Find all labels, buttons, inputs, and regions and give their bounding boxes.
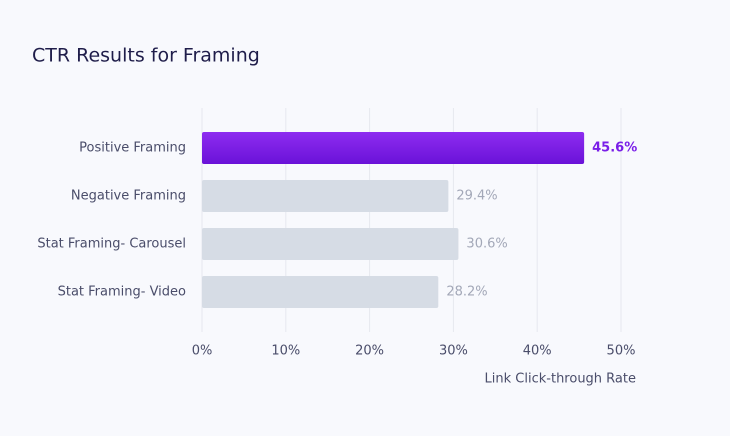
x-tick-label: 50% — [607, 344, 636, 359]
value-label: 45.6% — [592, 141, 637, 156]
bar — [202, 180, 449, 212]
bar — [202, 132, 585, 164]
bar — [202, 228, 459, 260]
y-tick-label: Stat Framing- Video — [58, 285, 186, 300]
x-tick-label: 30% — [439, 344, 468, 359]
chart-title: CTR Results for Framing — [32, 45, 260, 67]
y-tick-label: Negative Framing — [71, 189, 186, 204]
y-tick-label: Stat Framing- Carousel — [37, 237, 186, 252]
x-axis-label: Link Click-through Rate — [485, 372, 636, 387]
bar — [202, 276, 439, 308]
x-tick-label: 40% — [523, 344, 552, 359]
value-label: 29.4% — [456, 189, 497, 204]
x-tick-label: 20% — [355, 344, 384, 359]
value-label: 30.6% — [466, 237, 507, 252]
value-label: 28.2% — [446, 285, 487, 300]
x-tick-label: 0% — [192, 344, 213, 359]
x-tick-label: 10% — [271, 344, 300, 359]
y-tick-label: Positive Framing — [79, 141, 186, 156]
